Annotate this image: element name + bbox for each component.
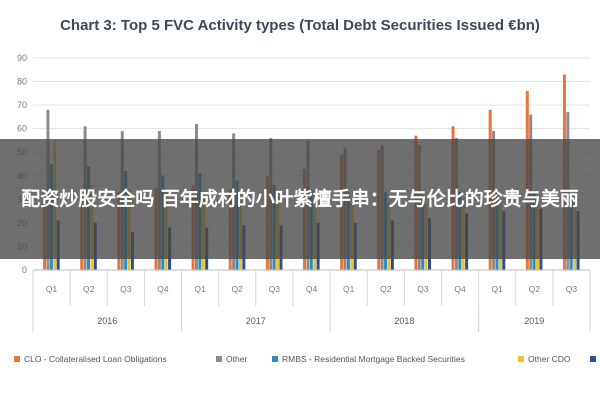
y-tick-label: 70 (17, 100, 27, 110)
legend-label: CLO - Collateralised Loan Obligations (24, 354, 167, 364)
x-tick-label: Q1 (343, 284, 355, 294)
x-tick-label: Q2 (380, 284, 392, 294)
legend-label: Other (226, 354, 247, 364)
year-label: 2018 (394, 316, 414, 326)
y-tick-label: 90 (17, 53, 27, 63)
legend-swatch-clo (14, 356, 20, 362)
y-tick-label: 80 (17, 77, 27, 87)
year-label: 2017 (246, 316, 266, 326)
x-tick-label: Q4 (157, 284, 169, 294)
y-tick-label: 60 (17, 124, 27, 134)
legend: CLO - Collateralised Loan Obligations Oth… (14, 354, 596, 364)
x-tick-label: Q3 (269, 284, 281, 294)
y-tick-label: 0 (22, 265, 27, 275)
x-tick-label: Q2 (83, 284, 95, 294)
x-tick-label: Q4 (454, 284, 466, 294)
x-tick-label: Q1 (194, 284, 206, 294)
x-tick-label: Q2 (232, 284, 244, 294)
year-label: 2019 (524, 316, 544, 326)
legend-label: Other CDO (528, 354, 571, 364)
legend-swatch-rmbs (272, 356, 278, 362)
x-tick-label: Q3 (417, 284, 429, 294)
legend-swatch-other (216, 356, 222, 362)
x-axis: Q1 Q2 Q3 Q4 Q1 Q2 Q3 Q4 Q1 Q2 Q3 Q4 Q1 Q2 Q3 2016 2017 20… (32, 269, 591, 332)
x-tick-label: Q1 (491, 284, 503, 294)
x-tick-label: Q4 (306, 284, 318, 294)
x-tick-label: Q3 (120, 284, 132, 294)
year-label: 2016 (97, 316, 117, 326)
x-tick-label: Q1 (46, 284, 58, 294)
overlay-text: 配资炒股安全吗 百年成材的小叶紫檀手串：无与伦比的珍贵与美丽 (21, 188, 579, 210)
legend-swatch-othercdo (518, 356, 524, 362)
legend-swatch-abcp (590, 356, 596, 362)
legend-label: RMBS - Residential Mortgage Backed Secur… (282, 354, 465, 364)
chart-title: Chart 3: Top 5 FVC Activity types (Total… (60, 17, 540, 34)
overlay-banner: 配资炒股安全吗 百年成材的小叶紫檀手串：无与伦比的珍贵与美丽 (0, 139, 600, 259)
x-tick-label: Q2 (529, 284, 541, 294)
x-tick-label: Q3 (566, 284, 578, 294)
